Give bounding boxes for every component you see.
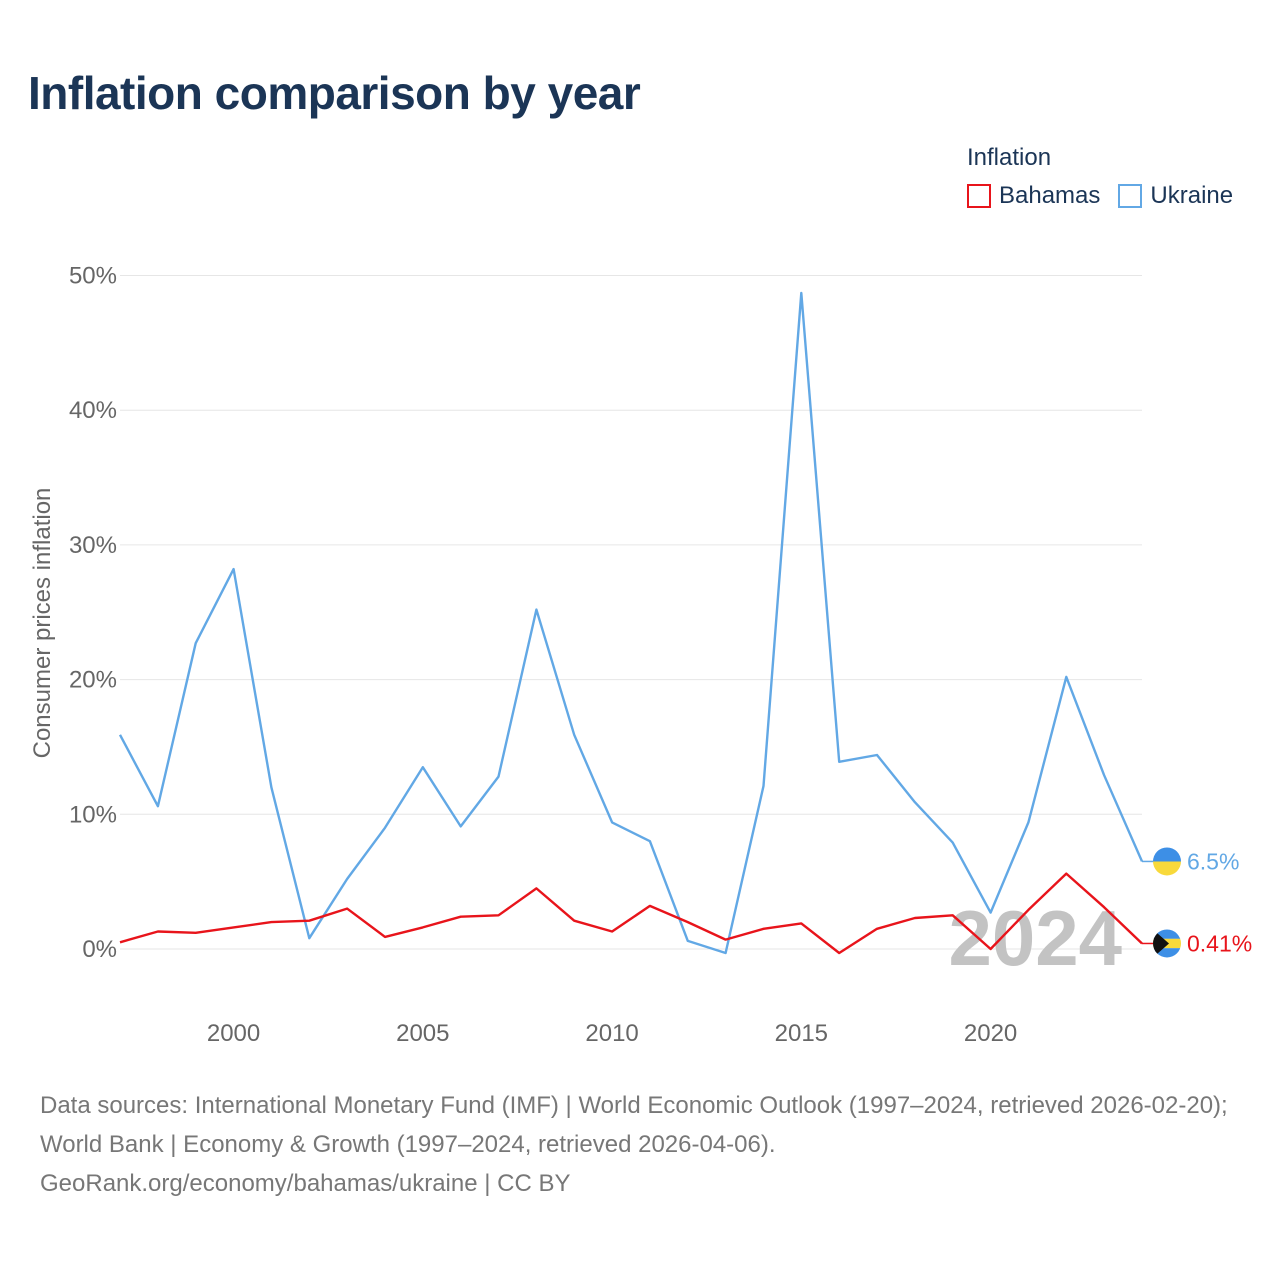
data-sources: Data sources: International Monetary Fun… [40,1092,1228,1158]
series-lines [118,291,1144,955]
y-tick-label: 10% [69,801,117,828]
x-tick-label: 2005 [396,1020,449,1047]
end-label-bahamas: 0.41% [1187,930,1252,956]
legend-label-bahamas: Bahamas [999,182,1101,209]
legend-item-bahamas[interactable]: Bahamas [967,182,1100,210]
x-tick-label: 2000 [207,1020,260,1047]
legend-swatch-ukraine [1118,184,1143,208]
year-watermark: 2024 [948,894,1122,982]
x-axis-ticks: 2000 2005 2010 2015 2020 [207,1020,1017,1047]
gridlines [120,275,1142,950]
legend: Inflation Bahamas Ukraine [967,144,1251,210]
flag-ukraine [1153,847,1181,876]
y-tick-label: 40% [69,397,117,424]
x-tick-label: 2020 [964,1020,1017,1047]
attribution-link[interactable]: GeoRank.org/economy/bahamas/ukraine | CC… [40,1170,571,1197]
legend-title: Inflation [967,144,1052,171]
y-axis-ticks: 0% 10% 20% 30% 40% 50% [69,263,117,964]
legend-item-ukraine[interactable]: Ukraine [1118,182,1233,210]
y-tick-label: 0% [82,936,117,963]
footer: Data sources: International Monetary Fun… [40,1086,1250,1203]
legend-label-ukraine: Ukraine [1150,182,1234,209]
y-tick-label: 50% [69,263,117,290]
end-label-ukraine: 6.5% [1187,848,1239,874]
page-title: Inflation comparison by year [28,67,641,119]
series-line-ukraine [118,291,1144,955]
y-tick-label: 20% [69,667,117,694]
flag-bahamas [1153,929,1181,958]
x-tick-label: 2015 [775,1020,828,1047]
y-axis-label: Consumer prices inflation [29,488,56,759]
y-tick-label: 30% [69,532,117,559]
series-line-bahamas [119,872,1143,955]
series-endpoints: 6.5% 0.41% [1142,847,1252,958]
legend-swatch-bahamas [967,184,991,208]
x-tick-label: 2010 [585,1020,638,1047]
